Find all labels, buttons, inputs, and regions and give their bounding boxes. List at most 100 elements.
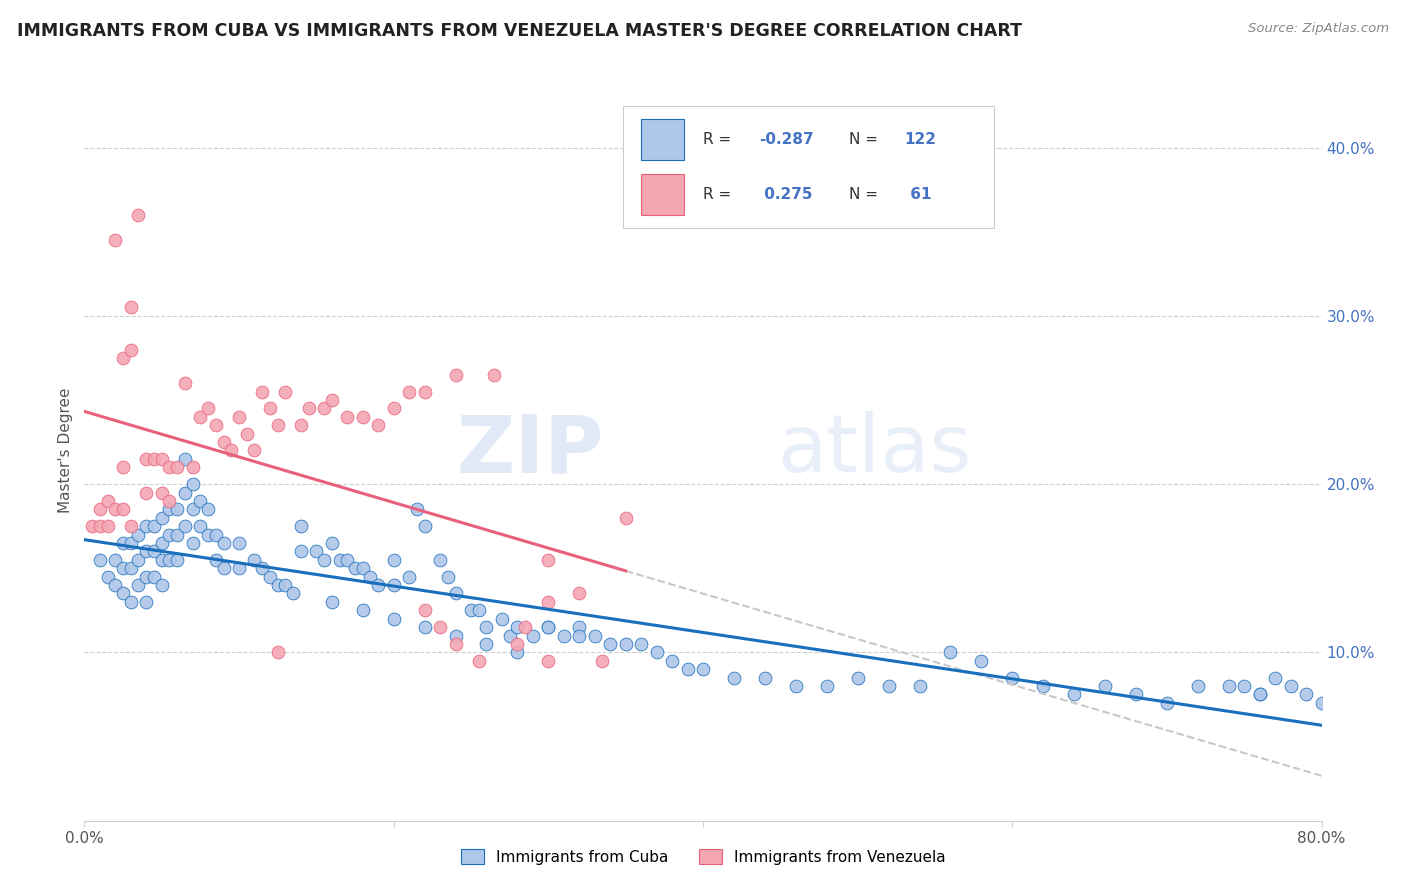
Point xyxy=(181,502,204,516)
Point xyxy=(506,645,529,659)
Point xyxy=(150,578,173,592)
Point xyxy=(1187,679,1209,693)
Point xyxy=(343,561,366,575)
Point xyxy=(312,401,335,416)
FancyBboxPatch shape xyxy=(641,174,685,214)
Point xyxy=(568,586,591,600)
Point xyxy=(970,654,993,668)
Point xyxy=(614,637,637,651)
Point xyxy=(1125,688,1147,702)
Point xyxy=(290,519,312,533)
Point xyxy=(197,527,219,541)
Text: 122: 122 xyxy=(904,132,936,146)
Point xyxy=(467,603,491,617)
Point xyxy=(499,628,522,642)
Point xyxy=(267,645,290,659)
Point xyxy=(599,637,621,651)
Point xyxy=(382,553,405,567)
Point xyxy=(939,645,962,659)
Point xyxy=(104,553,127,567)
Point xyxy=(1032,679,1054,693)
Point xyxy=(228,536,250,550)
Point xyxy=(135,485,157,500)
Point xyxy=(537,654,560,668)
Point xyxy=(444,628,467,642)
Point xyxy=(290,544,312,558)
Text: atlas: atlas xyxy=(778,411,972,490)
Point xyxy=(235,426,259,441)
FancyBboxPatch shape xyxy=(641,119,685,160)
Point xyxy=(1279,679,1302,693)
Text: 61: 61 xyxy=(904,186,931,202)
Point xyxy=(243,553,266,567)
Point xyxy=(1249,688,1271,702)
Point xyxy=(212,561,235,575)
Point xyxy=(188,409,211,424)
Text: Source: ZipAtlas.com: Source: ZipAtlas.com xyxy=(1249,22,1389,36)
Point xyxy=(297,401,319,416)
Point xyxy=(159,460,180,475)
Point xyxy=(127,578,149,592)
Point xyxy=(267,578,290,592)
Point xyxy=(815,679,838,693)
Point xyxy=(382,401,405,416)
Point xyxy=(143,451,166,466)
Point xyxy=(413,384,436,399)
Point xyxy=(159,502,180,516)
Point xyxy=(150,451,173,466)
Point xyxy=(205,418,228,433)
Text: R =: R = xyxy=(703,186,737,202)
Point xyxy=(1264,671,1286,685)
Point xyxy=(908,679,931,693)
Point xyxy=(568,628,591,642)
Point xyxy=(661,654,683,668)
Point xyxy=(89,502,111,516)
Point xyxy=(143,519,166,533)
Point xyxy=(89,553,111,567)
Point xyxy=(104,233,127,247)
Text: N =: N = xyxy=(849,186,883,202)
Point xyxy=(1233,679,1256,693)
Point xyxy=(382,612,405,626)
Text: -0.287: -0.287 xyxy=(759,132,813,146)
Point xyxy=(112,586,135,600)
Point xyxy=(181,477,204,491)
Point xyxy=(205,553,228,567)
Point xyxy=(212,435,235,450)
Point xyxy=(259,401,281,416)
Point xyxy=(104,578,127,592)
Point xyxy=(96,519,118,533)
Point xyxy=(491,612,513,626)
Point xyxy=(444,637,467,651)
Point xyxy=(174,519,197,533)
Point xyxy=(328,553,352,567)
Point xyxy=(1156,696,1178,710)
Point xyxy=(754,671,776,685)
Point xyxy=(352,603,374,617)
Point xyxy=(112,561,135,575)
Point xyxy=(127,553,149,567)
Point xyxy=(645,645,668,659)
Point xyxy=(312,553,335,567)
Point xyxy=(290,418,312,433)
Point xyxy=(181,460,204,475)
Point xyxy=(413,519,436,533)
Point xyxy=(398,384,420,399)
Point xyxy=(228,561,250,575)
Point xyxy=(135,519,157,533)
Point xyxy=(537,595,560,609)
Point xyxy=(877,679,900,693)
Point xyxy=(436,569,458,583)
Point xyxy=(1295,688,1317,702)
Legend: Immigrants from Cuba, Immigrants from Venezuela: Immigrants from Cuba, Immigrants from Ve… xyxy=(461,849,945,865)
Point xyxy=(321,536,343,550)
Point xyxy=(250,561,273,575)
Point xyxy=(243,443,266,458)
Point xyxy=(112,460,135,475)
Point xyxy=(104,502,127,516)
Text: R =: R = xyxy=(703,132,737,146)
Point xyxy=(174,485,197,500)
Point xyxy=(188,519,211,533)
Point xyxy=(281,586,305,600)
Point xyxy=(150,510,173,524)
